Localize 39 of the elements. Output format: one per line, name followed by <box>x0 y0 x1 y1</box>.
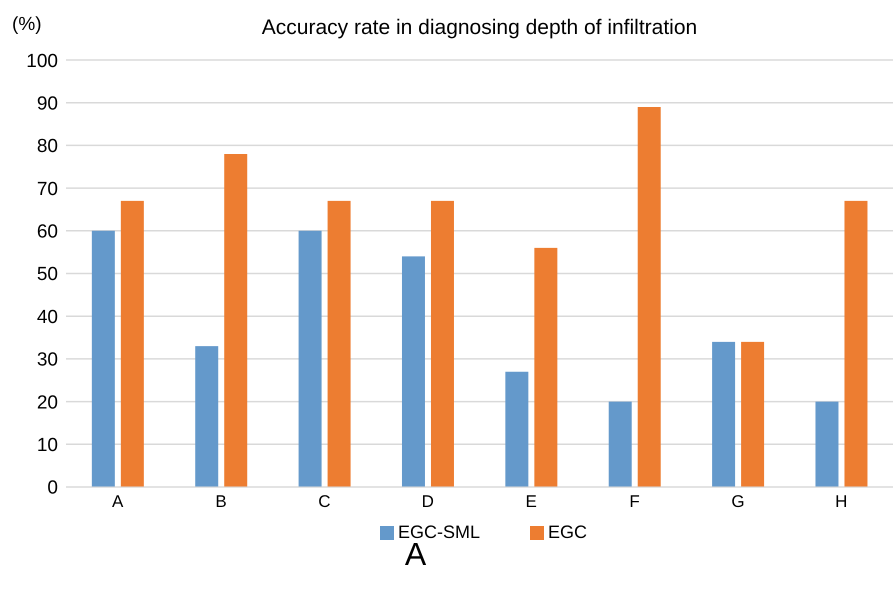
y-tick-label: 100 <box>26 50 58 72</box>
y-tick-label: 20 <box>36 392 58 414</box>
x-tick-label: B <box>215 492 227 512</box>
y-tick-label: 30 <box>36 350 58 371</box>
x-tick-label: H <box>835 492 848 512</box>
bar <box>534 248 558 487</box>
bar <box>741 342 764 487</box>
bar <box>92 230 115 487</box>
y-tick-label: 40 <box>36 306 58 328</box>
x-tick-label: E <box>526 492 537 512</box>
x-tick-label: F <box>629 492 640 512</box>
x-tick-label: C <box>318 492 331 512</box>
bar <box>505 372 528 487</box>
bar <box>298 230 322 487</box>
bar <box>402 256 425 487</box>
bar <box>430 200 454 487</box>
y-axis-title: (%) <box>12 14 42 36</box>
bar <box>844 200 868 487</box>
x-tick-label: A <box>112 492 124 512</box>
y-tick-label: 90 <box>36 93 58 114</box>
bar <box>608 402 632 487</box>
y-tick-label: 70 <box>36 178 58 200</box>
bar <box>638 106 661 487</box>
y-tick-label: 80 <box>36 136 58 158</box>
y-tick-label: 60 <box>36 222 58 243</box>
bar <box>195 346 218 487</box>
bar <box>328 200 351 487</box>
bar <box>712 342 736 487</box>
y-tick-label: 10 <box>36 435 58 456</box>
bar <box>120 200 144 487</box>
legend-label: EGC <box>548 522 588 542</box>
chart-title: Accuracy rate in diagnosing depth of infiltration <box>260 16 698 40</box>
y-tick-label: 50 <box>36 264 58 286</box>
x-tick-label: D <box>422 492 434 512</box>
y-tick-label: 0 <box>47 478 58 499</box>
legend-label: EGC-SML <box>398 522 480 542</box>
x-tick-label: G <box>731 492 745 512</box>
bar <box>224 154 248 487</box>
bar <box>815 402 838 487</box>
